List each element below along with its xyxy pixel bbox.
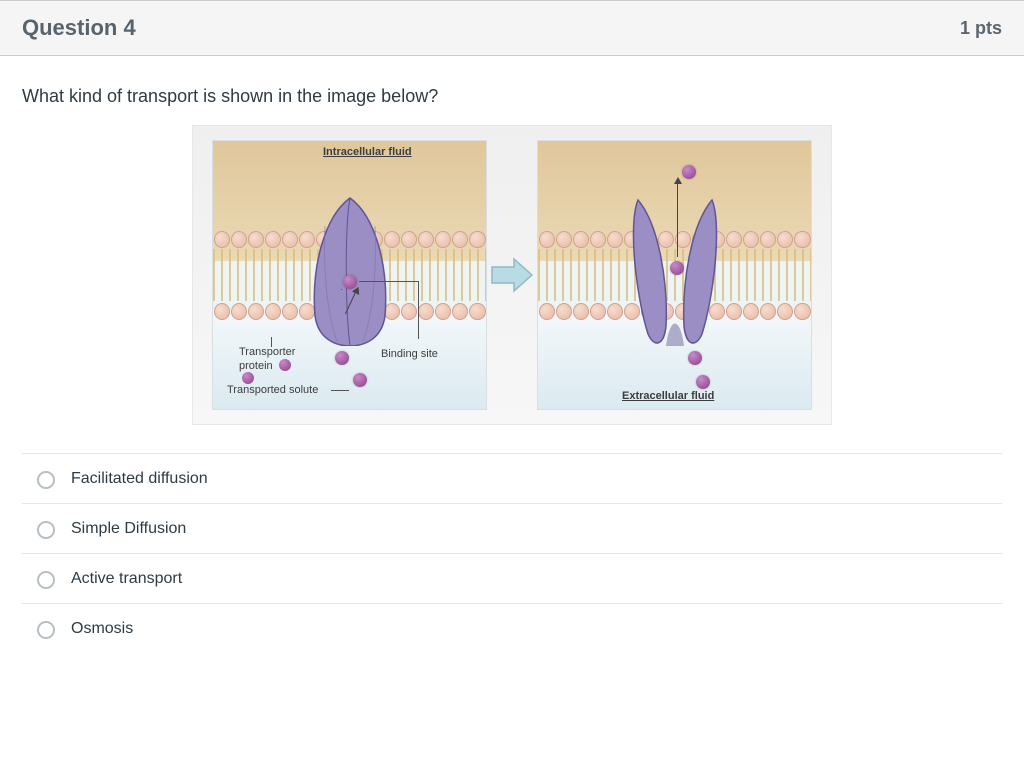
answer-text: Active transport [71, 570, 182, 588]
solute-particle [670, 261, 684, 275]
label-transporter-protein: Transporter protein [239, 347, 309, 386]
question-points: 1 pts [960, 18, 1002, 39]
question-prompt: What kind of transport is shown in the i… [22, 86, 1002, 107]
label-intracellular: Intracellular fluid [323, 147, 412, 159]
answer-option[interactable]: Simple Diffusion [22, 503, 1002, 553]
sequence-arrow [487, 257, 537, 293]
answer-text: Simple Diffusion [71, 520, 186, 538]
figure-container: Intracellular fluid Transporter protein … [22, 125, 1002, 425]
label-extracellular: Extracellular fluid [622, 391, 714, 403]
transport-diagram: Intracellular fluid Transporter protein … [192, 125, 832, 425]
diagram-panel-right: Extracellular fluid [537, 140, 812, 410]
solute-particle [353, 373, 367, 387]
solute-particle [335, 351, 349, 365]
solute-particle [688, 351, 702, 365]
answer-radio[interactable] [37, 471, 55, 489]
question-header: Question 4 1 pts [0, 0, 1024, 56]
answer-radio[interactable] [37, 571, 55, 589]
solute-particle [682, 165, 696, 179]
answer-option[interactable]: Osmosis [22, 603, 1002, 653]
answer-option[interactable]: Facilitated diffusion [22, 453, 1002, 503]
label-transported-solute: Transported solute [227, 385, 318, 397]
answer-radio[interactable] [37, 621, 55, 639]
answer-radio[interactable] [37, 521, 55, 539]
answer-text: Osmosis [71, 620, 133, 638]
solute-particle [696, 375, 710, 389]
answer-text: Facilitated diffusion [71, 470, 208, 488]
answer-option[interactable]: Active transport [22, 553, 1002, 603]
diagram-panel-left: Intracellular fluid Transporter protein … [212, 140, 487, 410]
transporter-protein-closed [305, 196, 395, 346]
question-title: Question 4 [22, 15, 136, 41]
question-body: What kind of transport is shown in the i… [0, 56, 1024, 653]
answer-list: Facilitated diffusion Simple Diffusion A… [22, 453, 1002, 653]
label-binding-site: Binding site [381, 349, 438, 361]
